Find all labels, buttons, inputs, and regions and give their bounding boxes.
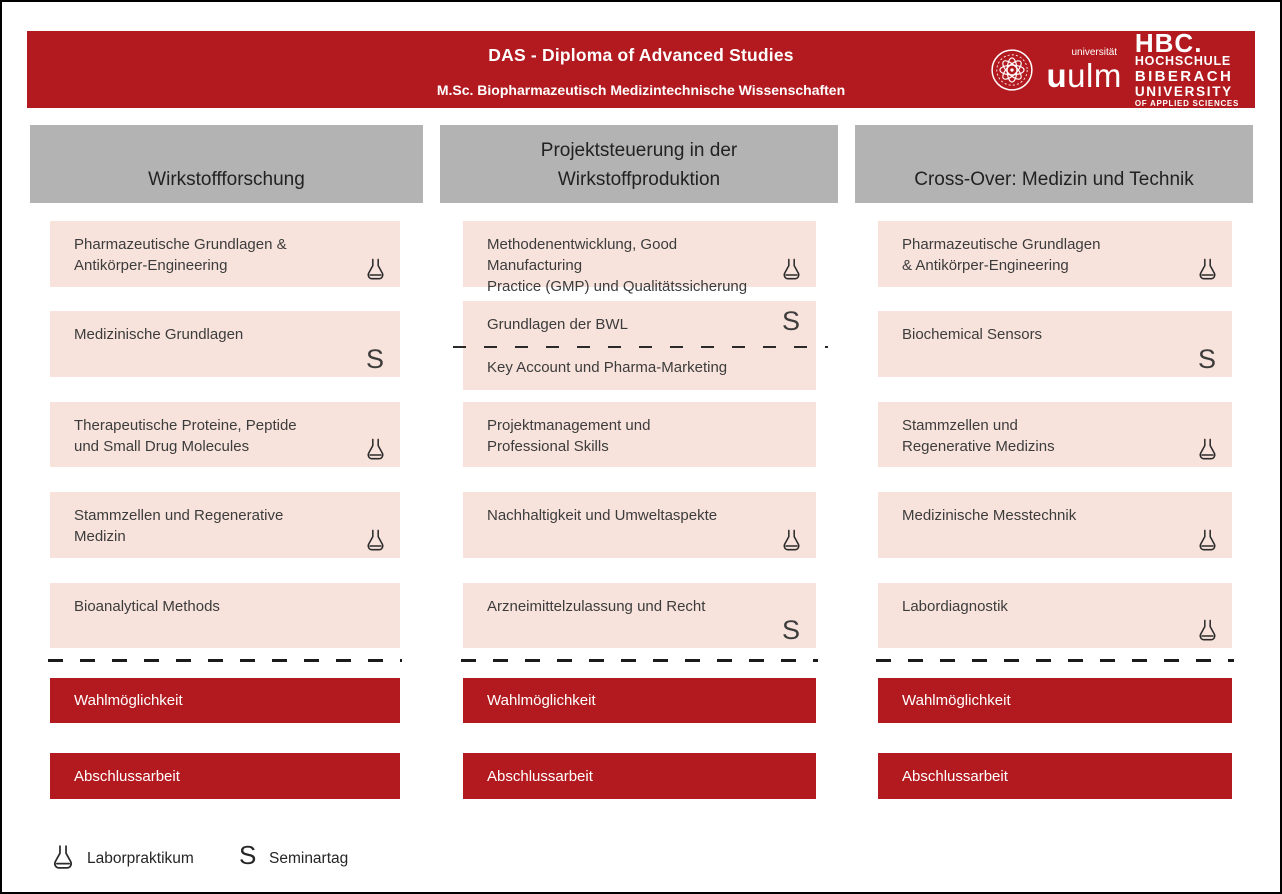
module-label: Pharmazeutische Grundlagen & Antikörper-… (74, 236, 287, 274)
uulm-rest: ulm (1067, 56, 1122, 94)
seminar-s-icon: S (781, 615, 800, 645)
elective-option-label: Wahlmöglichkeit (74, 692, 183, 709)
hbc-line: OF APPLIED SCIENCES (1134, 98, 1239, 108)
module-card: Stammzellen und Regenerative Medizin (50, 492, 400, 558)
module-label: Nachhaltigkeit und Umweltaspekte (487, 507, 718, 524)
uni-ulm-wordmark: universität uulm (1047, 46, 1122, 92)
module-card: Nachhaltigkeit und Umweltaspekte (463, 492, 816, 558)
module-label: Therapeutische Proteine, Peptide und Sma… (74, 417, 297, 455)
page-title: DAS - Diploma of Advanced Studies (488, 45, 794, 65)
module-card: Arzneimittelzulassung und Recht S (463, 583, 816, 648)
module-label: Pharmazeutische Grundlagen & Antikörper-… (902, 236, 1101, 274)
module-card: Pharmazeutische Grundlagen & Antikörper-… (878, 221, 1232, 287)
column-title: Cross-Over: Medizin und Technik (914, 168, 1194, 190)
module-label: Medizinische Grundlagen (74, 326, 244, 343)
uni-ulm-word: uulm (1047, 59, 1122, 92)
seminar-s-icon: S (1197, 344, 1216, 374)
module-card: Medizinische Grundlagen S (50, 311, 400, 377)
thesis-label: Abschlussarbeit (902, 767, 1008, 785)
elective-option-label: Wahlmöglichkeit (487, 692, 596, 709)
module-label: Methodenentwicklung, Good Manufacturing … (487, 236, 748, 295)
module-label: Medizinische Messtechnik (902, 507, 1077, 524)
lab-flask-icon (780, 528, 803, 553)
module-label: Biochemical Sensors (902, 326, 1043, 343)
thesis-bar: Abschlussarbeit (878, 753, 1232, 799)
seminar-s-icon: S (781, 306, 800, 336)
lab-flask-icon (1196, 528, 1219, 553)
dashed-separator (876, 659, 1234, 662)
legend-item-laborpraktikum: Laborpraktikum (87, 850, 194, 867)
hbc-line: HOCHSCHULE (1134, 54, 1232, 69)
dashed-separator (461, 659, 818, 662)
lab-flask-icon (780, 257, 803, 282)
elective-option-bar: Wahlmöglichkeit (878, 678, 1232, 723)
page-subtitle: M.Sc. Biopharmazeutisch Medizintechnisch… (436, 82, 846, 98)
legend-item-seminartag: Seminartag (269, 850, 349, 867)
hbc-line: UNIVERSITY (1134, 84, 1233, 100)
hbc-logo: HBC. HOCHSCHULE BIBERACH UNIVERSITY OF A… (1134, 27, 1243, 109)
module-label: Arzneimittelzulassung und Recht (487, 598, 706, 615)
lab-flask-icon (1196, 437, 1219, 462)
module-card: Biochemical Sensors S (878, 311, 1232, 377)
logos: universität uulm HBC. HOCHSCHULE BIBERAC… (990, 27, 1244, 109)
column-title: Wirkstoffforschung (148, 168, 305, 190)
column-header: Wirkstoffforschung (30, 125, 423, 203)
lab-flask-icon (364, 437, 387, 462)
module-label: Stammzellen und Regenerative Medizins (902, 417, 1055, 455)
thesis-label: Abschlussarbeit (74, 767, 180, 785)
elective-option-bar: Wahlmöglichkeit (50, 678, 400, 723)
column-header: Projektsteuerung in der Wirkstoffprodukt… (440, 125, 838, 203)
dashed-separator (48, 659, 402, 662)
module-label: Grundlagen der BWL (487, 316, 628, 333)
thesis-bar: Abschlussarbeit (50, 753, 400, 799)
hbc-line: HBC. (1134, 27, 1203, 58)
module-card: Medizinische Messtechnik (878, 492, 1232, 558)
lab-flask-icon (50, 843, 76, 872)
lab-flask-icon (364, 257, 387, 282)
lab-flask-icon (364, 528, 387, 553)
module-card: Stammzellen und Regenerative Medizins (878, 402, 1232, 467)
uulm-bold-u: u (1046, 56, 1068, 94)
hbc-line: BIBERACH (1134, 67, 1234, 85)
dashed-divider (453, 346, 828, 348)
module-card: Therapeutische Proteine, Peptide und Sma… (50, 402, 400, 467)
thesis-bar: Abschlussarbeit (463, 753, 816, 799)
elective-option-label: Wahlmöglichkeit (902, 692, 1011, 709)
uni-ulm-label: universität (1071, 46, 1118, 58)
module-card: Methodenentwicklung, Good Manufacturing … (463, 221, 816, 295)
module-label: Key Account und Pharma-Marketing (487, 359, 728, 376)
module-card: Grundlagen der BWL Key Account und Pharma… (453, 301, 828, 390)
module-label: Stammzellen und Regenerative Medizin (74, 507, 284, 545)
column-title: Projektsteuerung in der Wirkstoffprodukt… (540, 140, 738, 190)
module-label: Labordiagnostik (902, 598, 1008, 615)
module-label: Bioanalytical Methods (74, 598, 220, 615)
module-label: Projektmanagement und Professional Skill… (487, 417, 651, 455)
module-card: Projektmanagement und Professional Skill… (463, 402, 816, 467)
elective-option-bar: Wahlmöglichkeit (463, 678, 816, 723)
lab-flask-icon (1196, 618, 1219, 643)
module-card: Pharmazeutische Grundlagen & Antikörper-… (50, 221, 400, 287)
seminar-s-icon: S (365, 344, 384, 374)
uni-ulm-seal-icon (990, 48, 1033, 91)
thesis-label: Abschlussarbeit (487, 767, 593, 785)
seminar-s-icon: S (239, 840, 257, 870)
module-card: Bioanalytical Methods (50, 583, 400, 648)
column-header: Cross-Over: Medizin und Technik (855, 125, 1253, 203)
module-card: Labordiagnostik (878, 583, 1232, 648)
lab-flask-icon (1196, 257, 1219, 282)
header-banner: DAS - Diploma of Advanced Studies M.Sc. … (27, 27, 1255, 109)
